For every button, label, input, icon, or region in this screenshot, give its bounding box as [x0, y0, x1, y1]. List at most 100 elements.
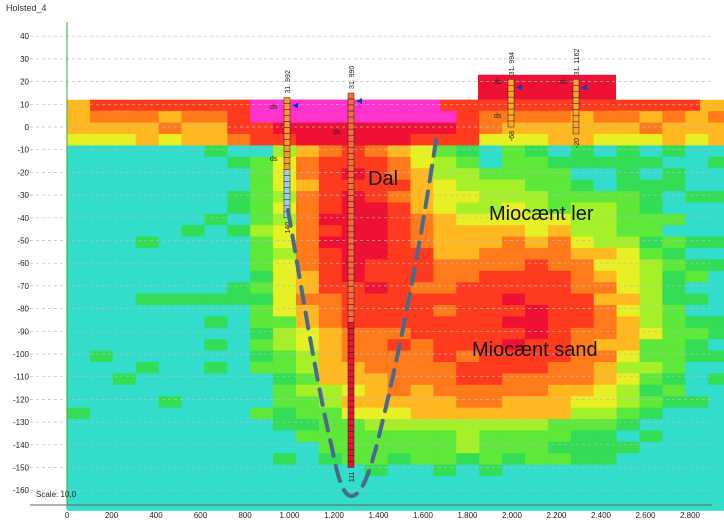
section-cell: [570, 145, 595, 158]
section-cell: [364, 111, 389, 124]
section-cell: [479, 305, 503, 317]
borehole-segment: [347, 237, 355, 245]
section-cell: [341, 476, 366, 488]
section-cell: [135, 339, 160, 352]
section-cell: [433, 350, 457, 363]
section-cell: [112, 476, 137, 488]
section-cell: [89, 168, 114, 181]
section-cell: [250, 213, 274, 226]
section-cell: [547, 327, 572, 340]
section-cell: [227, 441, 251, 454]
section-cell: [158, 293, 183, 306]
borehole-segment: [572, 91, 580, 98]
section-cell: [67, 407, 91, 420]
section-cell: [112, 134, 137, 146]
section-cell: [89, 453, 114, 466]
section-cell: [67, 202, 91, 215]
section-cell: [387, 487, 412, 500]
borehole-segment: [283, 199, 291, 207]
section-cell: [708, 202, 724, 215]
section-cell: [456, 487, 480, 500]
section-cell: [364, 248, 389, 260]
section-cell: [135, 327, 160, 340]
section-cell: [433, 225, 457, 238]
section-cell: [708, 282, 724, 295]
section-cell: [547, 441, 572, 454]
section-cell: [685, 259, 709, 272]
borehole-segment: [283, 115, 291, 122]
section-cell: [616, 111, 641, 124]
section-cell: [616, 236, 641, 249]
section-cell: [547, 270, 572, 283]
borehole-segment: [347, 292, 355, 299]
section-cell: [387, 362, 412, 374]
section-cell: [387, 430, 412, 443]
section-cell: [639, 487, 663, 500]
section-cell: [708, 213, 724, 226]
section-cell: [204, 293, 228, 306]
section-cell: [662, 441, 686, 454]
section-cell: [410, 202, 434, 215]
section-cell: [593, 168, 618, 181]
section-cell: [204, 282, 228, 295]
section-cell: [433, 407, 457, 420]
section-cell: [181, 464, 205, 477]
section-cell: [318, 339, 343, 352]
section-cell: [456, 270, 480, 283]
borehole-segment: [347, 153, 355, 160]
section-cell: [593, 350, 618, 363]
section-cell: [685, 419, 709, 431]
section-cell: [135, 396, 160, 409]
section-cell: [502, 248, 526, 260]
section-cell: [67, 350, 91, 363]
section-cell: [273, 419, 297, 431]
section-cell: [593, 179, 618, 192]
section-cell: [456, 179, 480, 192]
section-cell: [318, 134, 343, 146]
section-top-high: [250, 99, 440, 114]
section-cell: [364, 339, 389, 352]
section-cell: [204, 453, 228, 466]
section-cell: [662, 236, 686, 249]
section-cell: [685, 179, 709, 192]
section-cell: [112, 373, 137, 386]
section-cell: [135, 259, 160, 272]
section-cell: [158, 248, 183, 260]
y-tick-label: -140: [13, 441, 30, 450]
section-cell: [67, 168, 91, 181]
section-cell: [158, 134, 183, 146]
section-cell: [456, 213, 480, 226]
section-cell: [318, 179, 343, 192]
section-cell: [433, 248, 457, 260]
borehole-segment: [283, 103, 291, 110]
x-tick-label: 1.200: [324, 511, 345, 520]
section-cell: [410, 111, 434, 124]
section-cell: [89, 396, 114, 409]
section-cell: [204, 362, 228, 374]
section-cell: [456, 259, 480, 272]
section-cell: [296, 122, 320, 135]
section-cell: [112, 248, 137, 260]
section-cell: [318, 282, 343, 295]
section-cell: [433, 476, 457, 488]
y-tick-label: -70: [17, 282, 29, 291]
section-cell: [525, 293, 549, 306]
section-cell: [662, 225, 686, 238]
section-cell: [227, 419, 251, 431]
section-cell: [364, 453, 389, 466]
section-cell: [89, 339, 114, 352]
borehole-segment: [283, 163, 291, 170]
section-cell: [547, 350, 572, 363]
section-cell: [639, 441, 663, 454]
section-cell: [479, 259, 503, 272]
section-cell: [708, 179, 724, 192]
y-tick-label: -80: [17, 305, 29, 314]
boreholes: 31. 992 140 31. 990 111 31. 994 -68 31. 1162 -2…: [270, 48, 587, 482]
section-cell: [570, 293, 595, 306]
section-cell: [135, 305, 160, 317]
section-cell: [708, 316, 724, 329]
section-cell: [158, 156, 183, 169]
section-cell: [181, 168, 205, 181]
section-cell: [67, 236, 91, 249]
section-cell: [181, 384, 205, 397]
